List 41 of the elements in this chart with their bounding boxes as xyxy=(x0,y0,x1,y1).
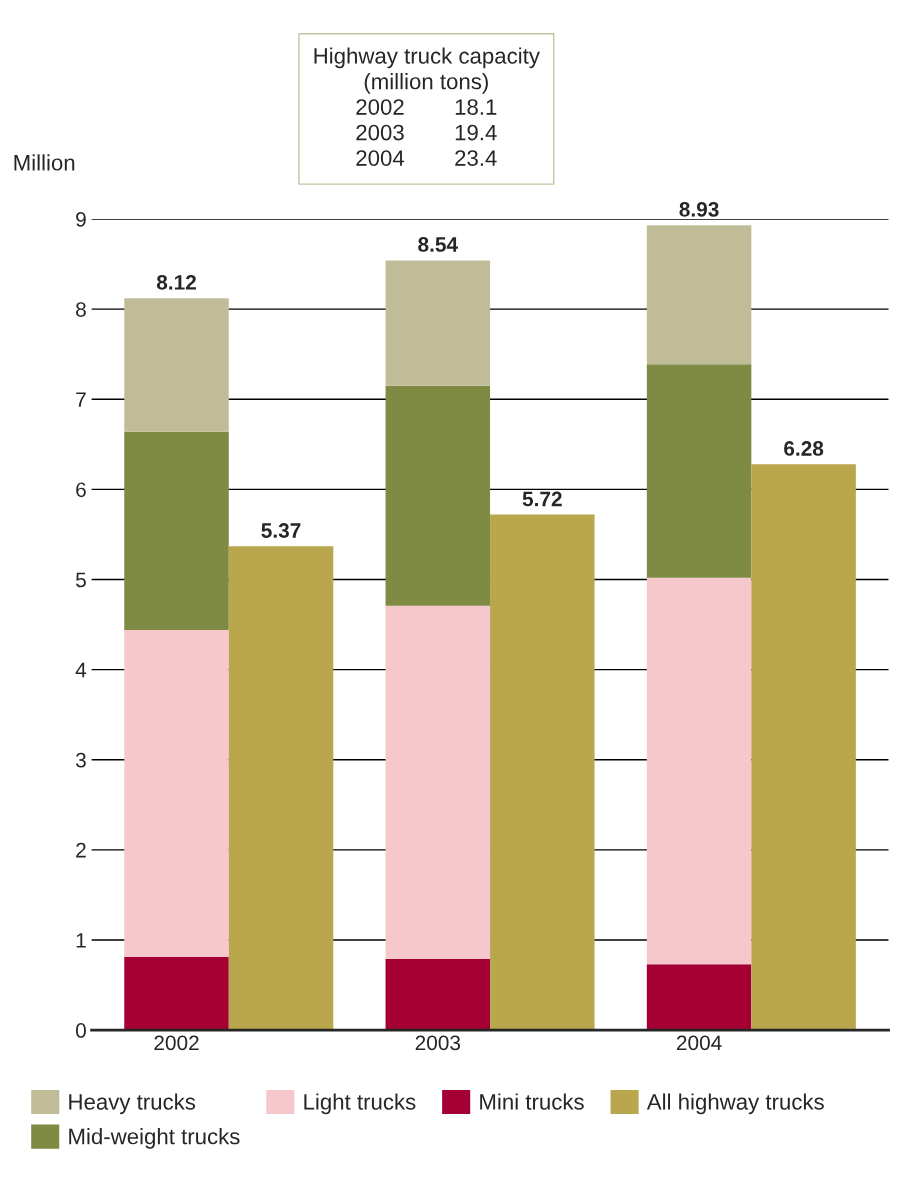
y-tick-label: 9 xyxy=(76,212,86,227)
y-tick-label: 1 xyxy=(76,933,86,948)
x-tick-label: 2003 xyxy=(415,1035,461,1051)
text: Highway truck capacity (million tons) 2002 18.1 2003 19.4 2004 23.4 xyxy=(314,47,540,166)
bar xyxy=(490,514,595,1031)
bar xyxy=(646,364,752,578)
bar xyxy=(646,225,752,365)
total-label: 8.93 xyxy=(679,201,719,217)
bar xyxy=(124,298,229,432)
data-label: 5.72 xyxy=(522,491,562,507)
bar xyxy=(228,546,334,1031)
bar xyxy=(385,605,491,959)
bar xyxy=(385,260,491,386)
y-tick-label: 5 xyxy=(75,572,86,588)
y-tick-label: 4 xyxy=(75,662,87,678)
y-tick-label: 8 xyxy=(76,302,86,317)
legend-label: Mid-weight trucks xyxy=(69,1128,240,1149)
legend-label: Heavy trucks xyxy=(69,1093,196,1115)
bar xyxy=(751,464,856,1031)
data-label: 5.37 xyxy=(261,523,301,538)
bar xyxy=(385,385,491,606)
bar xyxy=(646,577,752,965)
legend-label: Light trucks xyxy=(304,1093,416,1115)
y-tick-label: 6 xyxy=(76,482,86,498)
bar xyxy=(124,431,229,630)
bar xyxy=(385,958,491,1031)
y-tick-label: 0 xyxy=(75,1023,86,1038)
y-tick-label: 2 xyxy=(76,842,86,858)
data-label: 6.28 xyxy=(784,441,824,456)
bar xyxy=(124,957,229,1031)
y-tick-label: 3 xyxy=(75,752,86,768)
total-label: 8.54 xyxy=(418,237,458,252)
x-tick-label: 2004 xyxy=(676,1035,722,1051)
legend-label: All highway trucks xyxy=(646,1093,824,1115)
total-label: 8.12 xyxy=(156,274,196,290)
bar xyxy=(124,629,229,958)
y-tick-label: 7 xyxy=(76,392,86,407)
x-tick-label: 2002 xyxy=(154,1035,199,1051)
legend-label: Mini trucks xyxy=(480,1093,584,1110)
bar xyxy=(646,964,752,1031)
y-axis-title: Million xyxy=(14,154,75,171)
